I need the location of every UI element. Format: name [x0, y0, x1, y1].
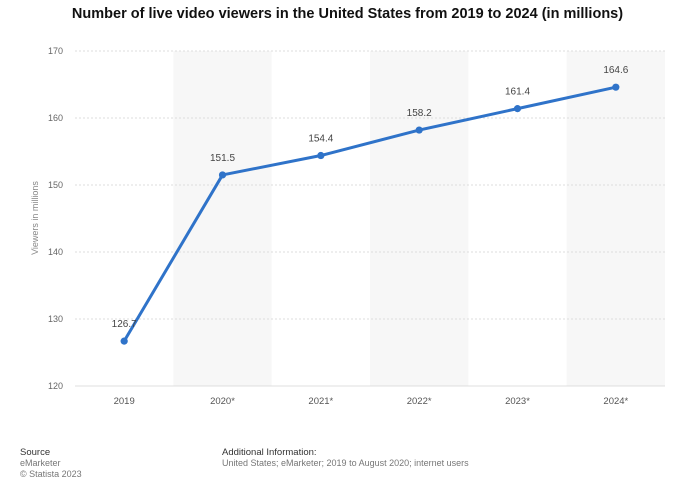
x-axis: 2019 2020* 2021* 2022* 2023* 2024*: [114, 396, 629, 407]
plot-band: [566, 51, 665, 386]
y-tick-label: 120: [48, 381, 63, 391]
data-label: 164.6: [603, 65, 628, 76]
grid-lines: [75, 50, 665, 387]
data-point: [513, 105, 522, 113]
data-point: [317, 151, 325, 160]
y-axis: 120 130 140 150 160 170: [48, 46, 63, 391]
x-tick-label: 2020*: [210, 396, 235, 407]
plot-bands: [173, 51, 665, 386]
y-tick-label: 150: [48, 180, 63, 190]
data-point: [218, 171, 227, 179]
data-label: 151.5: [210, 153, 235, 164]
y-tick-label: 170: [48, 46, 63, 56]
data-point: [120, 337, 128, 345]
x-tick-label: 2024*: [603, 396, 628, 407]
data-label: 158.2: [407, 108, 432, 119]
data-labels: 126.7 151.5 154.4 158.2 161.4 164.6: [112, 65, 629, 330]
data-label: 126.7: [112, 319, 137, 330]
source-heading: Source: [20, 447, 51, 458]
x-tick-label: 2022*: [407, 396, 432, 407]
x-tick-label: 2019: [114, 396, 135, 407]
source-line-2: © Statista 2023: [20, 469, 82, 479]
y-axis-label: Viewers in millions: [30, 181, 40, 255]
series-line-group: [120, 83, 620, 345]
data-label: 161.4: [505, 87, 530, 98]
data-point: [415, 126, 423, 134]
data-label: 154.4: [308, 134, 333, 145]
plot-band: [173, 51, 272, 386]
source-block: Source eMarketer © Statista 2023: [20, 447, 82, 480]
plot-band: [370, 51, 469, 386]
additional-info-text: United States; eMarketer; 2019 to August…: [222, 458, 469, 468]
y-tick-label: 130: [48, 314, 63, 324]
chart-title: Number of live video viewers in the Unit…: [71, 6, 624, 22]
y-tick-label: 140: [48, 247, 63, 257]
y-tick-label: 160: [48, 113, 63, 123]
series-line: [122, 85, 618, 343]
source-line-1: eMarketer: [20, 458, 61, 468]
additional-info-block: Additional Information: United States; e…: [222, 447, 469, 469]
x-tick-label: 2021*: [308, 396, 333, 407]
data-point: [612, 83, 620, 91]
additional-info-heading: Additional Information:: [222, 447, 317, 458]
x-tick-label: 2023*: [505, 396, 530, 407]
